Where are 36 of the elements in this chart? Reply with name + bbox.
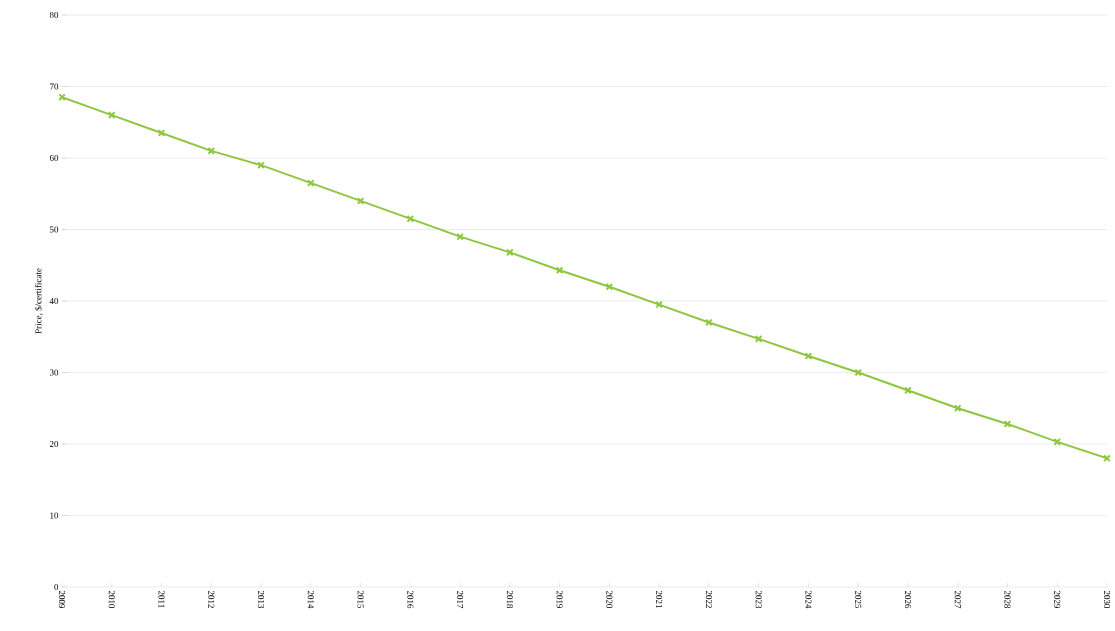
x-tick-label: 2028 [1004, 590, 1011, 609]
point [854, 368, 863, 377]
point [555, 266, 564, 275]
x-tick-label: 2015 [357, 590, 364, 609]
x-tick-label: 2021 [656, 590, 663, 608]
x-tick-label: 2010 [108, 590, 115, 609]
y-tick-label: 70 [50, 83, 59, 90]
x-tick-label: 2014 [307, 590, 314, 609]
y-tick-label: 20 [49, 440, 59, 448]
point [1053, 438, 1062, 446]
y-tick-label: 80 [49, 11, 59, 19]
x-tick-label: 2017 [457, 590, 464, 609]
y-tick-label: 40 [49, 297, 59, 305]
x-tick-label: 2026 [904, 590, 911, 609]
y-tick-label: 0 [54, 583, 59, 591]
x-tick-label: 2016 [407, 590, 414, 609]
y-tick-label: 50 [50, 226, 59, 233]
y-tick-label: 30 [49, 369, 59, 376]
x-tick-label: 2013 [258, 590, 265, 609]
x-tick-label: 2025 [855, 590, 862, 609]
x-tick-label: 2012 [208, 590, 215, 608]
y-tick-label: 60 [49, 154, 59, 162]
y-axis-title: Price, $/certificate [34, 268, 43, 334]
y-tick-label: 10 [50, 512, 59, 519]
x-tick-label: 2018 [506, 590, 513, 609]
x-tick-label: 2023 [755, 590, 762, 609]
x-tick-label: 2027 [954, 590, 961, 609]
x-tick-label: 2020 [606, 590, 613, 609]
x-tick-label: 2009 [58, 590, 66, 609]
x-tick-label: 2024 [805, 590, 812, 609]
x-tick-label: 2011 [158, 590, 165, 608]
point [605, 282, 614, 291]
x-tick-label: 2022 [705, 590, 712, 608]
x-tick-label: 2029 [1054, 590, 1061, 609]
x-tick-label: 2030 [1103, 590, 1111, 609]
x-tick-label: 2019 [556, 590, 563, 609]
